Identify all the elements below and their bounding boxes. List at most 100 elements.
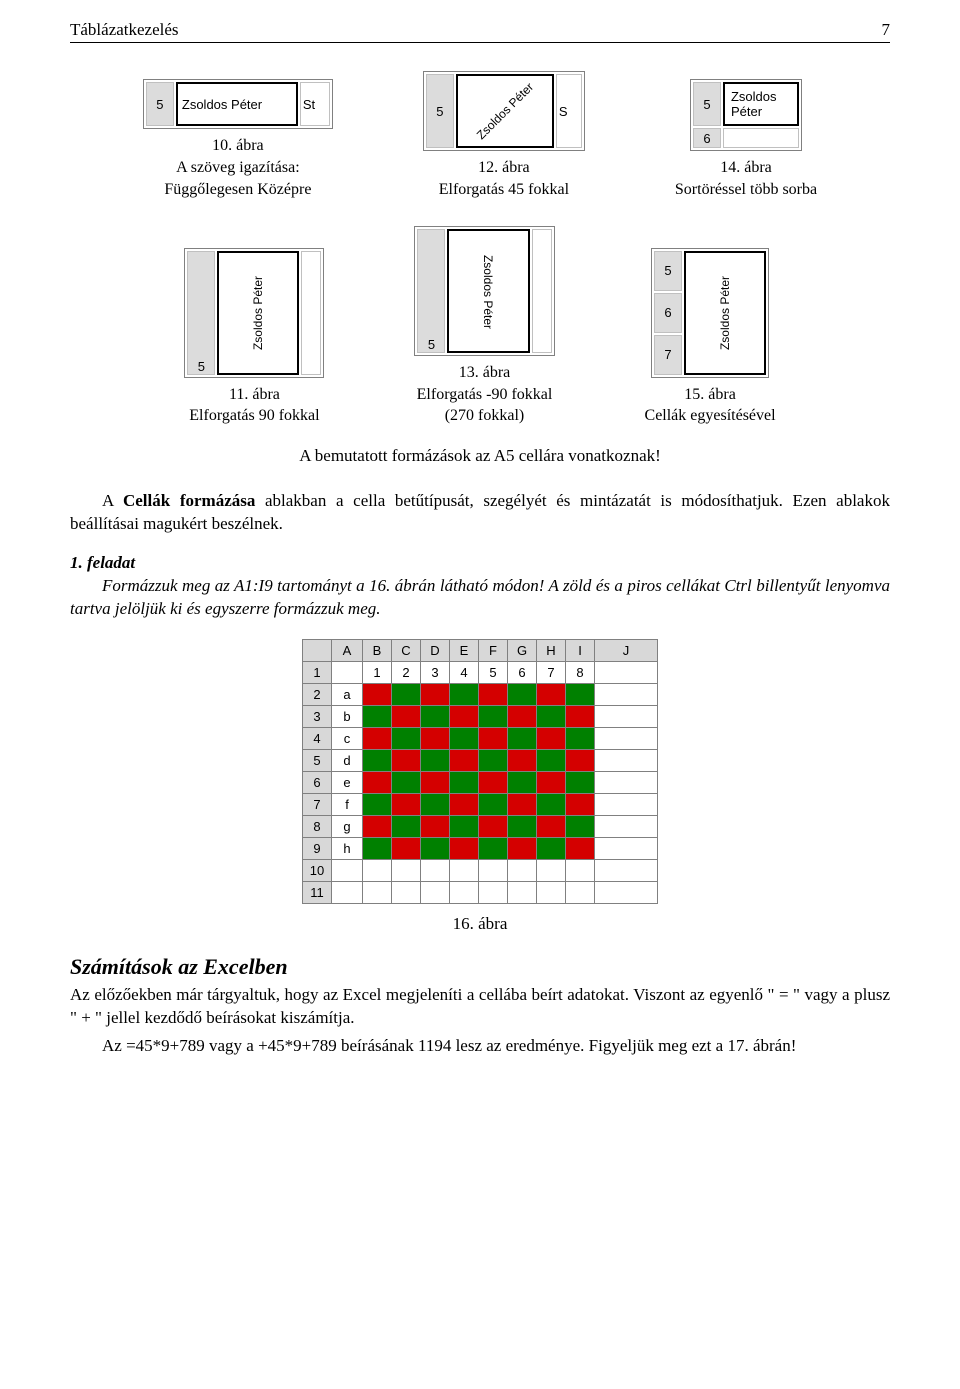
cell-value: Zsoldos Péter [251, 276, 265, 350]
row-header: 6 [303, 771, 332, 793]
row-header: 8 [303, 815, 332, 837]
fig-13: 5 Zsoldos Péter 13. ábra Elforgatás -90 … [414, 226, 554, 427]
cell [450, 881, 479, 903]
cell: b [332, 705, 363, 727]
row-header: 7 [303, 793, 332, 815]
cell [479, 881, 508, 903]
fig-label: 11. ábra [189, 384, 319, 406]
rownum: 5 [146, 82, 174, 126]
col-header: F [479, 639, 508, 661]
col-header: J [595, 639, 658, 661]
cell [363, 793, 392, 815]
cell [421, 749, 450, 771]
cell [421, 705, 450, 727]
cell [537, 683, 566, 705]
cell [508, 793, 537, 815]
cell [363, 727, 392, 749]
cell [479, 771, 508, 793]
cell: c [332, 727, 363, 749]
cell [421, 683, 450, 705]
cell [566, 683, 595, 705]
cell [363, 881, 392, 903]
cell: g [332, 815, 363, 837]
cell [508, 881, 537, 903]
cell: f [332, 793, 363, 815]
header-pagenum: 7 [882, 20, 891, 40]
row-header: 3 [303, 705, 332, 727]
cell [537, 881, 566, 903]
cell [537, 793, 566, 815]
cell [421, 771, 450, 793]
cell [537, 815, 566, 837]
fig-label: 14. ábra [675, 157, 817, 179]
rownum: 6 [693, 128, 721, 148]
col-header: C [392, 639, 421, 661]
task-heading: 1. feladat [70, 552, 890, 575]
cell [566, 881, 595, 903]
txt: A [102, 491, 123, 510]
cell [508, 749, 537, 771]
task-body: Formázzuk meg az A1:I9 tartományt a 16. … [70, 575, 890, 621]
rownum: 5 [426, 74, 454, 148]
header-title: Táblázatkezelés [70, 20, 179, 40]
cell [421, 837, 450, 859]
rownum: 5 [693, 82, 721, 126]
cell [595, 705, 658, 727]
fig-15: 5 Zsoldos Péter 6 7 15. ábra Cellák egye… [645, 248, 776, 427]
row-header: 9 [303, 837, 332, 859]
figure-row-1: 5 Zsoldos Péter St 10. ábra A szöveg iga… [70, 71, 890, 200]
fig-label: 13. ábra [417, 362, 553, 384]
cell [595, 859, 658, 881]
fig-12: 5 Zsoldos Péter S 12. ábra Elforgatás 45… [423, 71, 585, 200]
cell: a [332, 683, 363, 705]
cell [392, 881, 421, 903]
cell [566, 815, 595, 837]
section-heading: Számítások az Excelben [70, 954, 890, 980]
cell [363, 749, 392, 771]
cell [508, 705, 537, 727]
cell [421, 815, 450, 837]
cell [392, 771, 421, 793]
cell [508, 859, 537, 881]
col-header: G [508, 639, 537, 661]
cell [508, 815, 537, 837]
cell [595, 771, 658, 793]
cell [450, 727, 479, 749]
cell: 2 [392, 661, 421, 683]
fig16-label: 16. ábra [70, 914, 890, 934]
cell [566, 749, 595, 771]
section-p1: Az előzőekben már tárgyaltuk, hogy az Ex… [70, 984, 890, 1030]
cell [450, 859, 479, 881]
cell [537, 727, 566, 749]
cell-value: Zsoldos Péter [481, 255, 495, 329]
cell: 6 [508, 661, 537, 683]
page-header: Táblázatkezelés 7 [70, 20, 890, 43]
cell: 8 [566, 661, 595, 683]
cell [566, 793, 595, 815]
row-header: 2 [303, 683, 332, 705]
cell [450, 815, 479, 837]
cell-value: Zsoldos Péter [467, 73, 543, 149]
cell [363, 815, 392, 837]
cell [392, 727, 421, 749]
fig-sub: Cellák egyesítésével [645, 405, 776, 427]
cell-value: Zsoldos Péter [718, 276, 732, 350]
cell: 1 [363, 661, 392, 683]
cell [392, 859, 421, 881]
fig-sub: A szöveg igazítása: Függőlegesen Középre [164, 157, 311, 200]
cell [508, 771, 537, 793]
cell [595, 793, 658, 815]
cell [421, 881, 450, 903]
cell [537, 705, 566, 727]
figure-row-2: 5 Zsoldos Péter 11. ábra Elforgatás 90 f… [70, 226, 890, 427]
cell-value: Zsoldos Péter [176, 82, 298, 126]
cell: h [332, 837, 363, 859]
cell [479, 705, 508, 727]
fig-sub: Elforgatás -90 fokkal (270 fokkal) [417, 384, 553, 427]
cell [566, 837, 595, 859]
rownum: 5 [654, 251, 682, 291]
cell [537, 837, 566, 859]
rownum: 5 [417, 229, 445, 353]
cell: 4 [450, 661, 479, 683]
cell [392, 793, 421, 815]
